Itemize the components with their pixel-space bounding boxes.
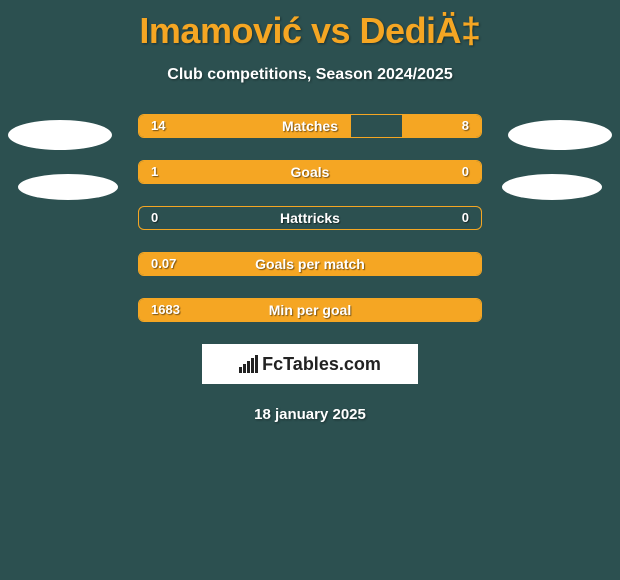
stat-label: Hattricks: [139, 207, 481, 229]
stat-label: Goals: [139, 161, 481, 183]
footer-date: 18 january 2025: [0, 406, 620, 423]
player-left-avatar-bottom: [18, 174, 118, 200]
stat-row: 00Hattricks: [138, 206, 482, 230]
player-left-avatar-top: [8, 120, 112, 150]
subtitle: Club competitions, Season 2024/2025: [0, 66, 620, 84]
stat-row: 1683Min per goal: [138, 298, 482, 322]
stat-row: 148Matches: [138, 114, 482, 138]
player-right-avatar-bottom: [502, 174, 602, 200]
page-title: Imamović vs DediÄ‡: [0, 0, 620, 52]
logo-text: FcTables.com: [262, 354, 381, 375]
stat-row: 0.07Goals per match: [138, 252, 482, 276]
stat-label: Goals per match: [139, 253, 481, 275]
comparison-chart: 148Matches 10Goals 00Hattricks 0.07Goals pe…: [0, 114, 620, 322]
stat-label: Matches: [139, 115, 481, 137]
fctables-logo: FcTables.com: [202, 344, 418, 384]
stat-label: Min per goal: [139, 299, 481, 321]
logo-bars-icon: [239, 355, 258, 373]
player-right-avatar-top: [508, 120, 612, 150]
stat-row: 10Goals: [138, 160, 482, 184]
